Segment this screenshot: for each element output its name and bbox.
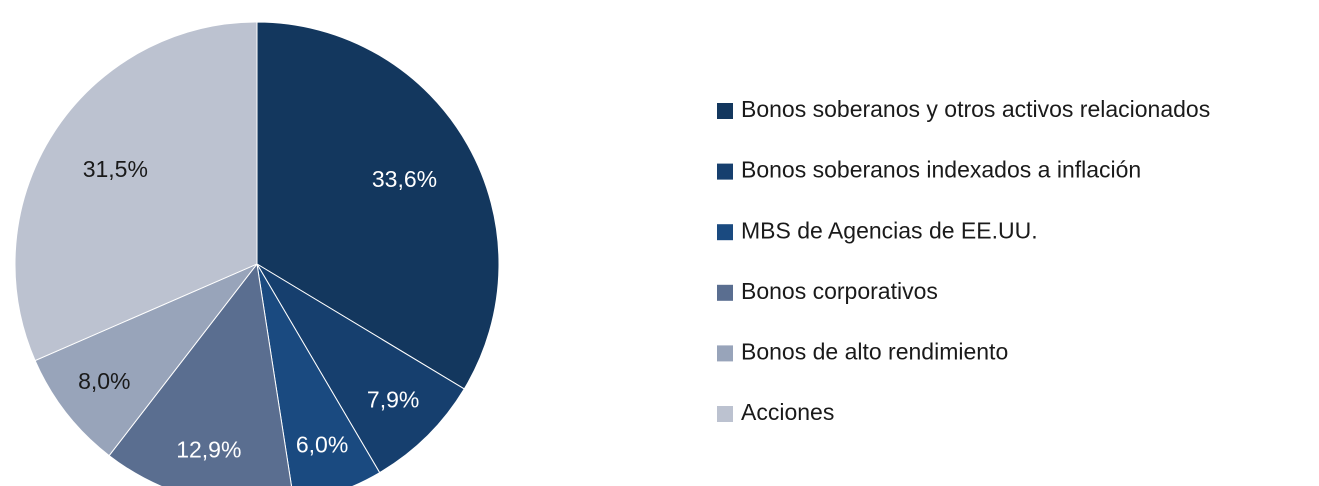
- legend-label: Bonos soberanos y otros activos relacion…: [741, 96, 1210, 122]
- data-label: 12,9%: [176, 437, 241, 463]
- data-label: 7,9%: [367, 387, 419, 413]
- data-label: 8,0%: [78, 368, 130, 394]
- legend-label: MBS de Agencias de EE.UU.: [741, 217, 1038, 243]
- pie-slice: [256, 21, 500, 390]
- legend-swatch: [717, 224, 733, 241]
- legend-swatch: [717, 163, 733, 180]
- legend-swatch: [717, 345, 733, 362]
- data-label: 31,5%: [83, 156, 148, 182]
- legend-label: Bonos soberanos indexados a inflación: [741, 157, 1141, 183]
- pie-slice: [34, 263, 258, 457]
- data-label: 33,6%: [372, 166, 437, 192]
- pie-slice: [14, 21, 258, 362]
- pie-slice: [256, 263, 465, 474]
- legend-label: Bonos de alto rendimiento: [741, 338, 1008, 364]
- legend-swatch: [717, 103, 733, 119]
- pie-slice: [256, 263, 381, 486]
- legend-swatch: [717, 406, 733, 422]
- legend-label: Acciones: [741, 399, 834, 425]
- pie-slice: [108, 262, 292, 486]
- legend-swatch: [717, 284, 733, 301]
- legend-label: Bonos corporativos: [741, 278, 938, 304]
- data-label: 6,0%: [296, 431, 348, 457]
